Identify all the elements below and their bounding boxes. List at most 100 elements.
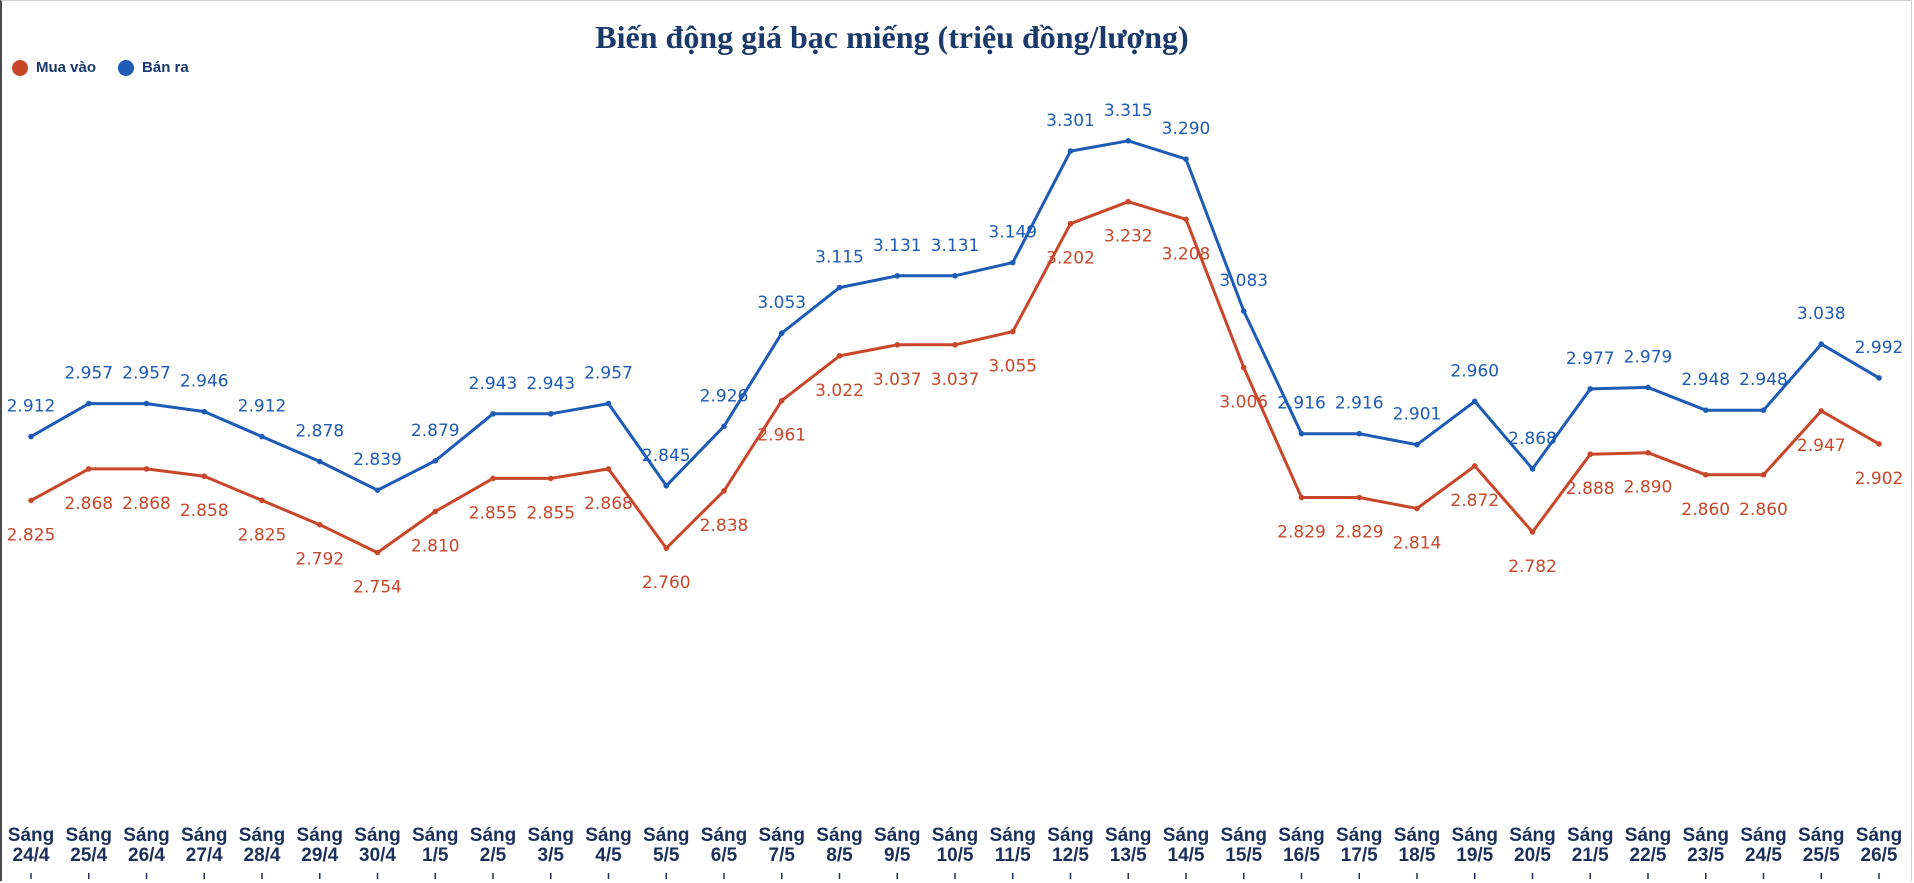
x-tick-label: Sáng: [1625, 825, 1671, 846]
x-tick-label: Sáng: [990, 825, 1036, 846]
data-point-buy: [1183, 216, 1189, 223]
x-tick-label: 24/4: [13, 845, 50, 866]
x-tick-label: 25/4: [70, 845, 107, 866]
x-tick-label: Sáng: [759, 825, 805, 846]
data-label-buy: 2.829: [1335, 523, 1384, 543]
data-label-sell: 2.845: [642, 446, 691, 466]
x-tick-label: Sáng: [1278, 825, 1324, 846]
data-point-sell: [1645, 384, 1651, 391]
data-label-buy: 2.754: [353, 578, 402, 598]
data-point-sell: [1414, 441, 1420, 448]
data-label-sell: 3.315: [1104, 101, 1153, 121]
x-tick-label: 9/5: [884, 845, 911, 866]
data-label-buy: 2.825: [7, 525, 56, 545]
data-point-sell: [85, 400, 92, 407]
data-point-sell: [605, 400, 612, 407]
data-point-sell: [1356, 430, 1363, 437]
legend-item-sell: Bán ra: [118, 59, 189, 76]
x-tick-label: 11/5: [995, 845, 1031, 866]
data-point-buy: [721, 488, 727, 494]
data-point-sell: [1587, 386, 1594, 392]
data-point-sell: [778, 330, 785, 336]
data-point-sell: [316, 458, 323, 465]
x-tick-label: Sáng: [1047, 825, 1093, 846]
x-tick-label: Sáng: [470, 825, 516, 846]
x-tick-label: 20/5: [1514, 845, 1551, 866]
x-tick-label: 29/4: [301, 845, 338, 866]
data-label-sell: 2.957: [64, 364, 113, 384]
data-label-buy: 2.868: [122, 494, 171, 514]
x-tick-label: 27/4: [186, 845, 223, 866]
x-tick-label: 16/5: [1283, 845, 1320, 866]
data-point-sell: [721, 423, 727, 430]
data-point-buy: [1414, 505, 1420, 512]
x-tick-label: 5/5: [653, 845, 680, 866]
x-tick-label: 3/5: [538, 845, 565, 866]
data-point-sell: [1298, 430, 1305, 437]
data-label-buy: 2.860: [1681, 500, 1730, 520]
data-point-sell: [1125, 137, 1132, 144]
data-point-buy: [1818, 408, 1825, 414]
data-label-sell: 2.901: [1393, 405, 1442, 425]
x-tick-label: Sáng: [816, 825, 862, 846]
data-point-sell: [1471, 398, 1478, 405]
data-point-sell: [374, 487, 381, 493]
x-tick-label: Sáng: [932, 825, 978, 846]
x-tick-label: 26/4: [128, 845, 165, 866]
data-label-sell: 2.979: [1624, 347, 1673, 367]
data-point-buy: [1645, 449, 1651, 456]
data-point-sell: [28, 433, 34, 440]
x-tick-label: 19/5: [1456, 845, 1493, 866]
data-label-sell: 2.992: [1855, 338, 1904, 358]
data-point-buy: [1298, 494, 1305, 501]
x-tick-label: Sáng: [66, 825, 112, 846]
x-tick-label: 18/5: [1399, 845, 1436, 866]
x-tick-label: Sáng: [354, 825, 400, 846]
x-tick-label: Sáng: [1163, 825, 1209, 846]
x-tick-label: Sáng: [874, 825, 920, 846]
data-label-sell: 2.916: [1277, 394, 1326, 414]
x-tick-label: Sáng: [1567, 825, 1613, 846]
legend: Mua vào Bán ra: [12, 59, 189, 76]
data-point-buy: [143, 466, 150, 472]
data-point-buy: [201, 473, 208, 480]
x-tick-label: 4/5: [595, 845, 622, 866]
x-tick-label: Sáng: [1336, 825, 1382, 846]
data-point-sell: [1009, 259, 1016, 266]
data-point-buy: [316, 521, 323, 528]
data-label-sell: 2.960: [1450, 361, 1499, 381]
data-point-sell: [259, 433, 265, 440]
data-label-sell: 2.977: [1566, 349, 1615, 369]
data-point-sell: [836, 284, 843, 291]
data-point-buy: [1067, 220, 1074, 227]
x-tick-label: 23/5: [1687, 845, 1724, 866]
data-label-buy: 2.810: [411, 536, 460, 556]
data-label-sell: 2.957: [584, 364, 633, 384]
data-label-sell: 3.290: [1162, 119, 1211, 139]
data-point-buy: [778, 397, 785, 404]
data-label-buy: 2.872: [1450, 491, 1499, 511]
data-label-buy: 2.825: [238, 525, 287, 545]
data-label-buy: 2.829: [1277, 523, 1326, 543]
data-point-sell: [547, 411, 554, 417]
data-label-buy: 3.208: [1162, 244, 1211, 264]
x-tick-label: Sáng: [1452, 825, 1498, 846]
data-point-buy: [1876, 441, 1882, 447]
x-tick-label: 17/5: [1341, 845, 1378, 866]
data-label-sell: 3.115: [815, 248, 864, 268]
data-point-sell: [1183, 156, 1189, 162]
data-label-buy: 2.855: [469, 503, 518, 523]
data-label-sell: 2.943: [469, 374, 518, 394]
data-label-sell: 2.878: [295, 422, 344, 442]
data-point-sell: [490, 411, 496, 417]
data-label-buy: 2.858: [180, 501, 229, 521]
data-label-buy: 3.055: [988, 357, 1037, 377]
data-point-buy: [1587, 451, 1594, 458]
x-tick-label: 8/5: [826, 845, 853, 866]
x-tick-label: Sáng: [528, 825, 574, 846]
x-tick-label: 14/5: [1168, 845, 1205, 866]
data-label-buy: 2.888: [1566, 479, 1615, 499]
x-tick-label: Sáng: [412, 825, 458, 846]
data-point-buy: [1760, 471, 1767, 478]
data-label-buy: 2.792: [295, 550, 344, 570]
